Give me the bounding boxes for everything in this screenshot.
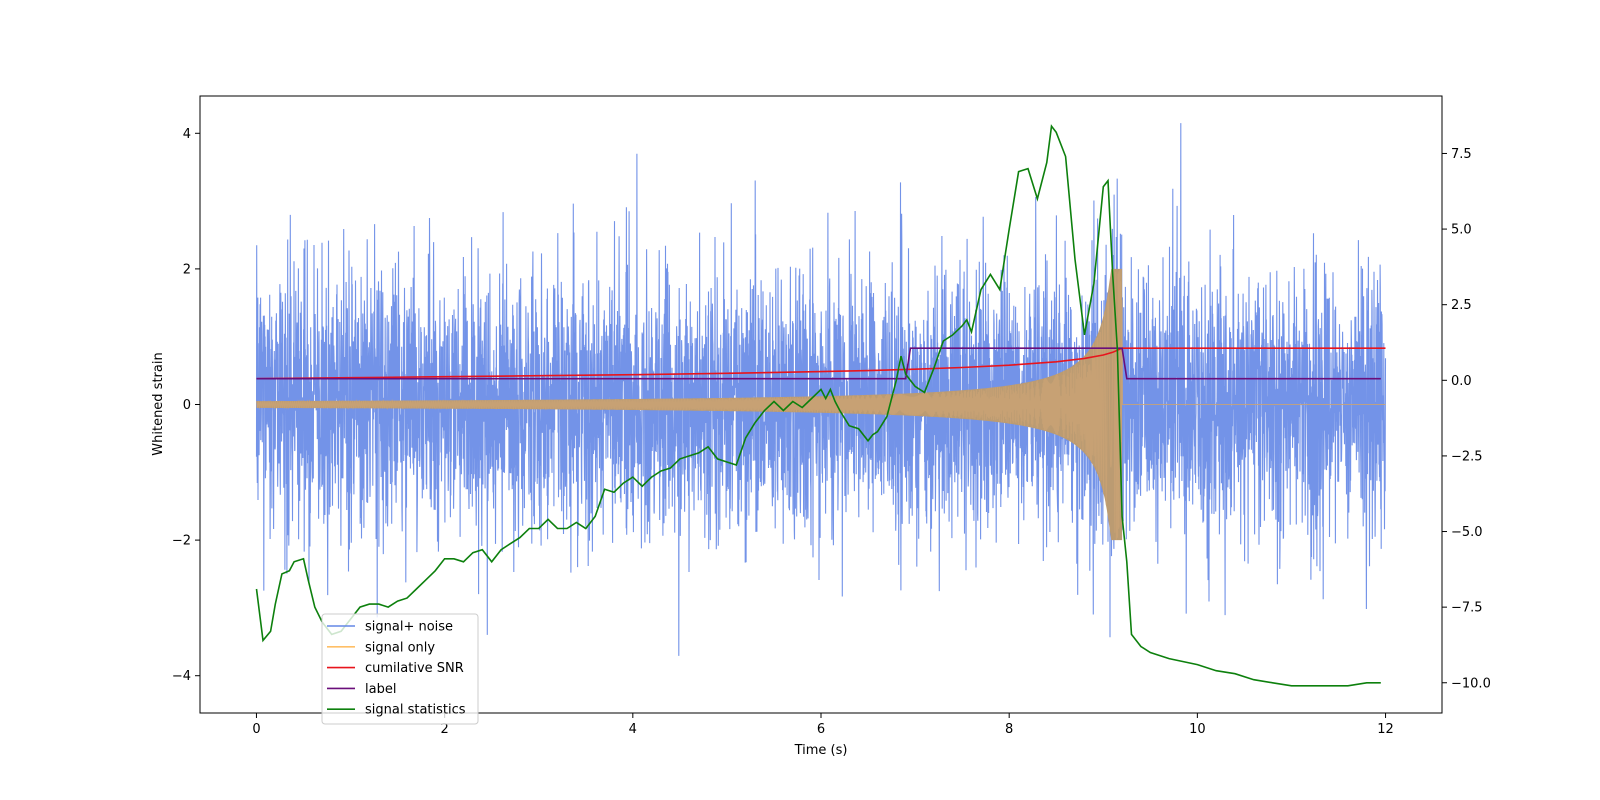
y-left-tick-label: −4 xyxy=(172,669,191,684)
y-left-tick-label: −2 xyxy=(172,534,191,549)
y-left-tick-label: 2 xyxy=(183,262,191,277)
y-left-tick-label: 4 xyxy=(183,127,191,142)
y-axis-label: Whitened strain xyxy=(151,352,166,455)
legend-label: label xyxy=(365,682,396,697)
y-left-tick-label: 0 xyxy=(183,398,191,413)
series-signal-statistics-line xyxy=(255,124,1381,687)
legend-label: signal+ noise xyxy=(365,620,453,635)
series-cumilative-snr-line xyxy=(256,347,1386,380)
y-right-tick-label: −5.0 xyxy=(1451,525,1483,540)
x-tick-label: 10 xyxy=(1189,722,1206,737)
legend-label: signal only xyxy=(365,640,435,655)
legend-label: cumilative SNR xyxy=(365,661,464,676)
x-tick-label: 0 xyxy=(252,722,260,737)
x-tick-label: 2 xyxy=(440,722,448,737)
y-axis-left: −4 −2 0 2 4 xyxy=(172,127,200,684)
series-layer xyxy=(255,123,1387,687)
x-tick-label: 4 xyxy=(629,722,637,737)
x-tick-label: 6 xyxy=(817,722,825,737)
x-tick-label: 12 xyxy=(1377,722,1394,737)
y-axis-right: −10.0 −7.5 −5.0 −2.5 0.0 2.5 5.0 7.5 xyxy=(1442,147,1491,691)
y-right-tick-label: −7.5 xyxy=(1451,601,1483,616)
y-right-tick-label: 7.5 xyxy=(1451,147,1472,162)
legend-box xyxy=(321,613,479,725)
y-right-tick-label: 5.0 xyxy=(1451,223,1472,238)
x-axis: 0 2 4 6 8 10 12 xyxy=(252,713,1394,737)
x-axis-label: Time (s) xyxy=(794,743,848,758)
series-label-line xyxy=(256,347,1381,380)
y-right-tick-label: −2.5 xyxy=(1451,449,1483,464)
series-signal-noise-line xyxy=(255,123,1387,656)
series-signal-only-line xyxy=(256,268,1386,540)
y-right-tick-label: 0.0 xyxy=(1451,374,1472,389)
y-right-tick-label: −10.0 xyxy=(1451,676,1491,691)
y-right-tick-label: 2.5 xyxy=(1451,298,1472,313)
x-tick-label: 8 xyxy=(1005,722,1013,737)
legend-label: signal statistics xyxy=(365,703,466,718)
legend: signal+ noise signal only cumilative SNR la… xyxy=(321,613,479,725)
